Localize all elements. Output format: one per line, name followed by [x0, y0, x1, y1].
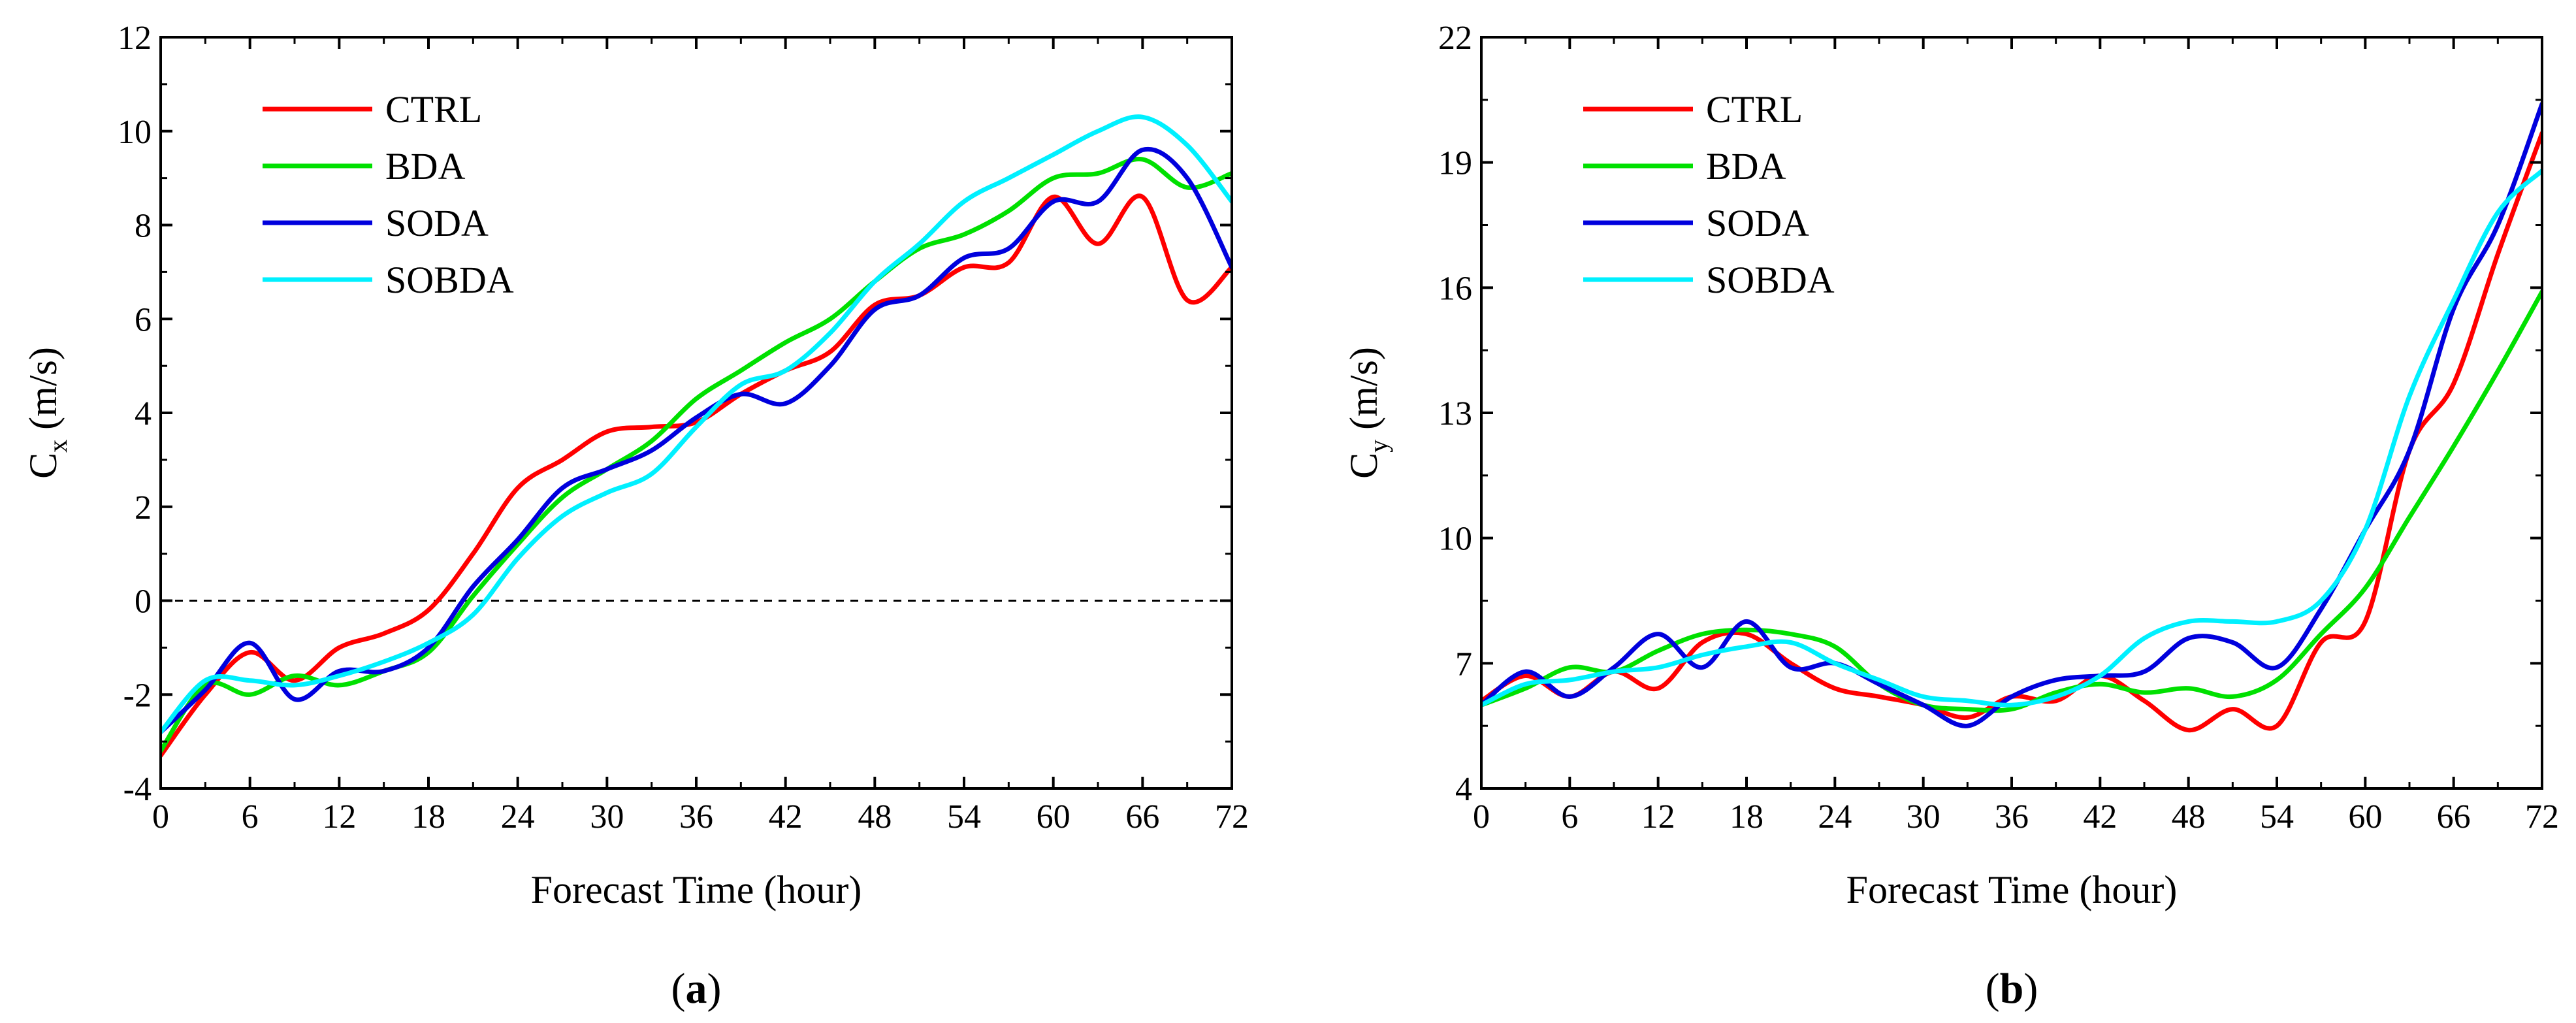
x-tick-label: 36 [679, 798, 713, 836]
series-line-soda [161, 146, 1232, 735]
x-tick-label: 66 [2437, 798, 2471, 836]
x-tick-label: 54 [2260, 798, 2294, 836]
chart-panel-b: 0 6 12 18 24 30 36 42 48 54 60 66 72 4 7 10 13 16 19 22 Fore… [1342, 20, 2559, 1013]
plot-frame [1480, 36, 2543, 790]
panel-label-letter: b [2000, 965, 2024, 1013]
x-tick-label: 30 [590, 798, 624, 836]
x-tick-label: 66 [1125, 798, 1159, 836]
y-axis-title: Cx (m/s) [22, 347, 72, 479]
y-axis-title-unit: (m/s) [22, 347, 65, 440]
y-tick-label: 19 [1438, 145, 1472, 182]
legend-label-bda: BDA [1706, 145, 1786, 187]
y-tick-label: 13 [1438, 395, 1472, 432]
y-tick-label: 6 [135, 301, 152, 338]
y-tick-label: 22 [1438, 20, 1472, 57]
series-line-sobda [1481, 168, 2542, 707]
y-axis-title-subscript: x [43, 440, 72, 453]
y-axis-title-unit: (m/s) [1342, 347, 1385, 440]
x-tick-label: 36 [1995, 798, 2029, 836]
y-tick-label: 2 [135, 489, 152, 527]
y-tick-label: 10 [1438, 521, 1472, 558]
y-tick-label: 4 [135, 395, 152, 432]
x-tick-label: 12 [322, 798, 356, 836]
legend-label-bda: BDA [385, 145, 466, 187]
x-tick-label: 12 [1641, 798, 1675, 836]
y-tick-label: 10 [118, 114, 152, 151]
legend-label-sobda: SOBDA [385, 259, 514, 301]
x-tick-label: 18 [411, 798, 445, 836]
legend-label-ctrl: CTRL [385, 88, 482, 131]
series-line-bda [161, 157, 1232, 753]
y-tick-label: -2 [123, 677, 152, 714]
x-tick-label: 48 [858, 798, 892, 836]
x-tick-label: 54 [947, 798, 981, 836]
x-tick-label: 6 [1561, 798, 1578, 836]
y-tick-label: 0 [135, 583, 152, 621]
y-tick-label: -4 [123, 771, 152, 808]
y-tick-label: 4 [1455, 771, 1472, 808]
legend-label-soda: SODA [385, 202, 489, 244]
series-line-soda [1481, 101, 2542, 728]
x-tick-label: 42 [769, 798, 803, 836]
chart-panel-a: 0 6 12 18 24 30 36 42 48 54 60 66 72-4-2024681012For… [22, 20, 1249, 1013]
y-tick-label: 12 [118, 20, 152, 57]
y-axis-title-main: C [22, 453, 65, 479]
x-tick-label: 42 [2083, 798, 2117, 836]
legend-label-soda: SODA [1706, 202, 1809, 244]
legend-label-sobda: SOBDA [1706, 259, 1835, 301]
x-axis-title: Forecast Time (hour) [1846, 868, 2178, 911]
x-tick-label: 24 [1818, 798, 1852, 836]
y-tick-label: 16 [1438, 270, 1472, 307]
x-tick-label: 0 [1473, 798, 1490, 836]
x-tick-label: 60 [2348, 798, 2382, 836]
panel-label-close: ) [2023, 965, 2038, 1013]
x-tick-label: 72 [1215, 798, 1249, 836]
y-axis-title-main: C [1342, 453, 1385, 479]
x-tick-label: 18 [1730, 798, 1763, 836]
panel-label-close: ) [707, 965, 722, 1013]
x-tick-label: 72 [2525, 798, 2559, 836]
panel-label-open: ( [671, 965, 686, 1013]
y-tick-label: 7 [1455, 645, 1472, 683]
x-tick-label: 0 [152, 798, 169, 836]
panel-label-letter: a [686, 965, 707, 1013]
plot-frame [159, 36, 1233, 790]
x-tick-label: 60 [1037, 798, 1071, 836]
panel-label: (b) [1986, 965, 2038, 1013]
legend: CTRL BDA SODA SOBDA [1583, 88, 1835, 301]
x-tick-label: 48 [2172, 798, 2206, 836]
y-axis-title-subscript: y [1364, 440, 1393, 453]
legend: CTRL BDA SODA SOBDA [263, 88, 514, 301]
x-tick-label: 30 [1907, 798, 1940, 836]
panel-label-open: ( [1986, 965, 2000, 1013]
legend-label-ctrl: CTRL [1706, 88, 1803, 131]
series-line-sobda [161, 114, 1232, 735]
x-axis-title: Forecast Time (hour) [531, 868, 862, 911]
x-tick-label: 24 [501, 798, 535, 836]
x-tick-label: 6 [242, 798, 259, 836]
y-axis-title: Cy (m/s) [1342, 347, 1393, 479]
panel-label: (a) [671, 965, 722, 1013]
y-tick-label: 8 [135, 208, 152, 245]
